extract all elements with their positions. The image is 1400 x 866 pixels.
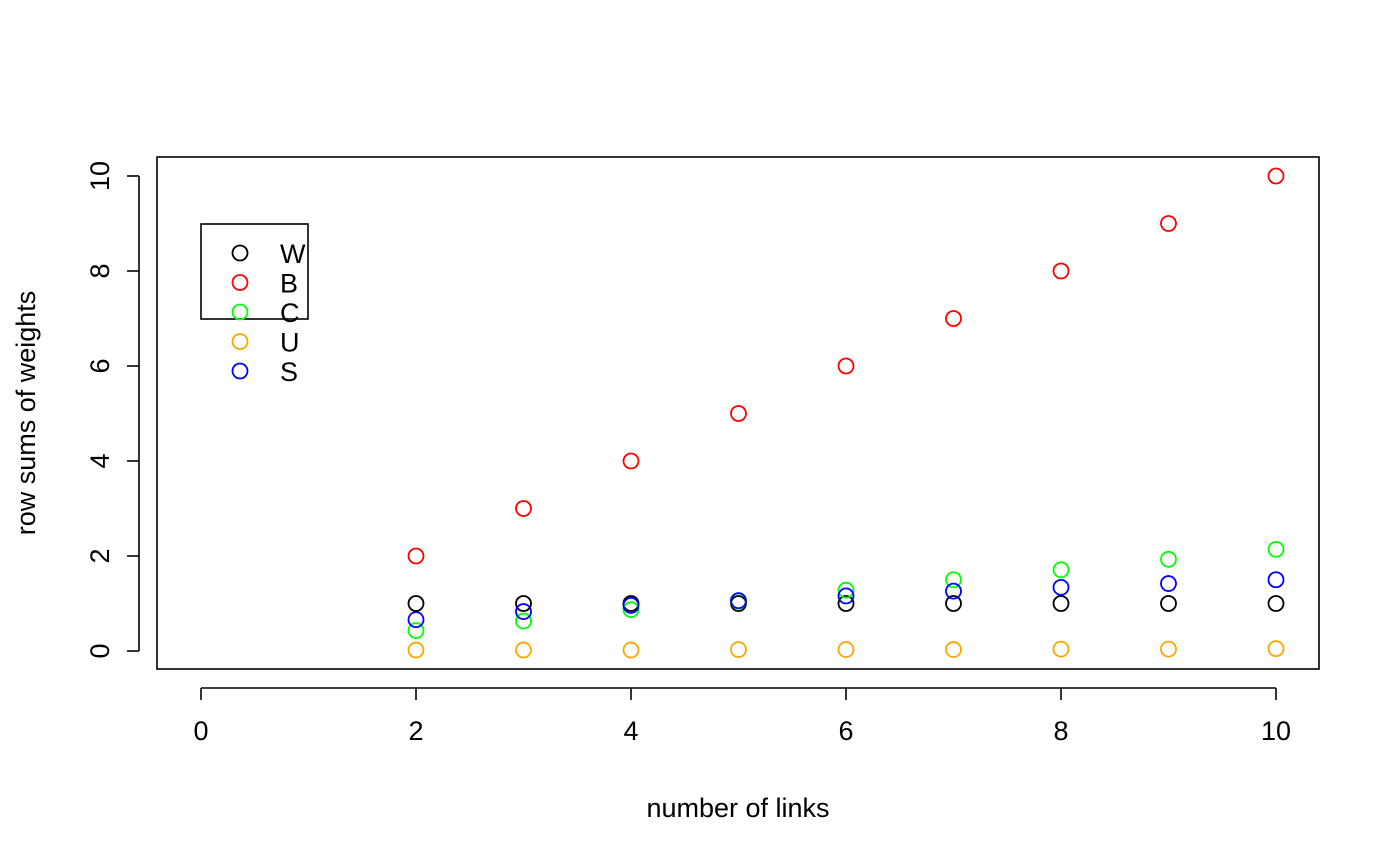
y-tick-label: 10 <box>85 161 115 191</box>
point-w <box>515 595 532 612</box>
point-u <box>837 641 855 658</box>
point-s <box>407 611 425 629</box>
point-u <box>945 641 962 658</box>
x-tick-label: 10 <box>1261 716 1291 746</box>
point-w <box>945 595 962 612</box>
point-s <box>837 587 855 605</box>
point-s <box>1160 575 1177 592</box>
y-tick-label: 2 <box>85 548 115 563</box>
legend-label: S <box>280 357 298 387</box>
point-c <box>1267 540 1285 558</box>
point-b <box>945 310 962 327</box>
data-points <box>407 167 1285 659</box>
point-b <box>622 452 640 470</box>
plot-frame <box>156 156 1320 670</box>
y-axis: 0 2 4 6 8 10 <box>85 161 140 659</box>
point-s <box>515 603 532 620</box>
point-b <box>1267 167 1285 185</box>
point-w <box>1052 595 1070 612</box>
point-b <box>1160 215 1177 232</box>
x-tick-label: 4 <box>623 716 638 746</box>
legend-label: W <box>280 239 306 269</box>
y-tick-label: 8 <box>85 263 115 278</box>
point-s <box>945 582 962 600</box>
point-c <box>407 622 425 639</box>
point-u <box>1267 640 1285 658</box>
point-c <box>515 612 532 630</box>
y-axis-title: row sums of weights <box>11 291 41 536</box>
point-u <box>1160 640 1177 658</box>
y-tick-label: 4 <box>85 453 115 468</box>
legend-label: B <box>280 269 298 299</box>
point-b <box>1052 262 1070 280</box>
point-c <box>1052 561 1070 579</box>
y-tick-label: 0 <box>85 643 115 658</box>
point-u <box>515 641 532 659</box>
point-b <box>407 547 425 565</box>
x-axis-title: number of links <box>646 793 829 823</box>
point-u <box>407 641 425 659</box>
point-w <box>1267 595 1285 612</box>
y-tick-label: 6 <box>85 358 115 373</box>
point-c <box>945 571 962 589</box>
legend-label: U <box>280 328 300 358</box>
point-c <box>622 601 640 619</box>
legend-marker <box>231 244 249 262</box>
point-w <box>837 595 855 612</box>
point-s <box>1052 578 1070 596</box>
point-u <box>622 641 640 659</box>
legend-marker <box>231 333 249 350</box>
x-tick-label: 8 <box>1053 716 1068 746</box>
point-b <box>515 500 532 517</box>
point-s <box>730 592 747 610</box>
point-w <box>407 595 425 612</box>
point-b <box>730 405 747 422</box>
x-tick-label: 0 <box>193 716 208 746</box>
legend-box <box>200 223 309 320</box>
x-tick-label: 6 <box>838 716 853 746</box>
legend-marker <box>231 303 249 321</box>
legend-marker <box>231 362 249 380</box>
legend-marker <box>231 274 249 291</box>
x-axis: 0 2 4 6 8 10 <box>193 687 1291 746</box>
point-b <box>837 357 855 375</box>
x-tick-label: 2 <box>408 716 423 746</box>
point-u <box>1052 640 1070 658</box>
point-c <box>1160 550 1177 568</box>
point-u <box>730 641 747 658</box>
legend-label: C <box>280 298 300 328</box>
point-w <box>1160 595 1177 612</box>
point-s <box>1267 571 1285 589</box>
point-c <box>837 581 855 599</box>
point-s <box>622 597 640 614</box>
